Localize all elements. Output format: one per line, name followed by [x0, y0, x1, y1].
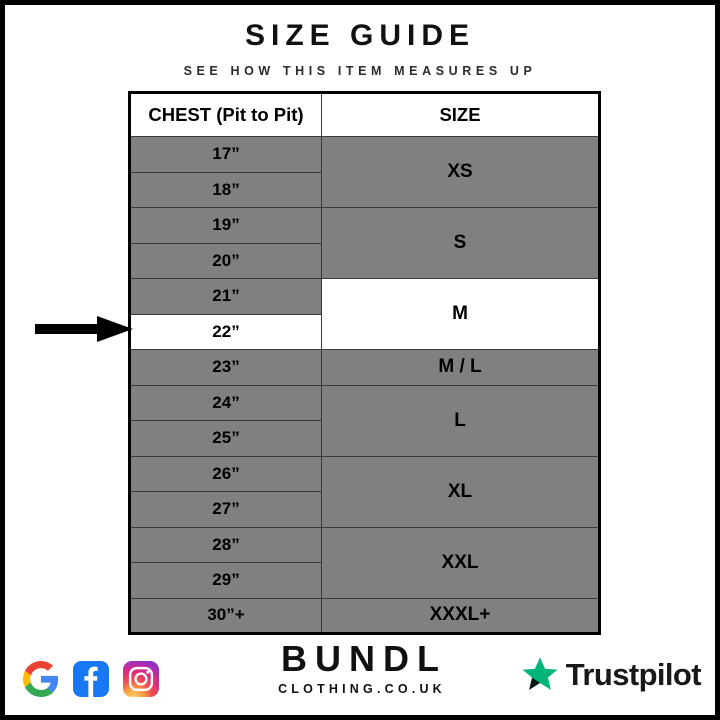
size-label-cell: S [321, 207, 600, 279]
header: SIZE GUIDE SEE HOW THIS ITEM MEASURES UP [5, 5, 715, 78]
chest-measurement-cell: 29” [129, 562, 322, 599]
instagram-icon[interactable] [123, 661, 159, 697]
chest-measurement-cell: 22” [129, 313, 322, 350]
size-table-wrapper: CHEST (Pit to Pit) SIZE 17” XS 18” 19” S 20” 2… [128, 91, 601, 635]
trustpilot-star-icon [521, 655, 559, 693]
chest-measurement-cell: 25” [129, 420, 322, 457]
table-row: 26” XL [129, 455, 600, 528]
right-arrow-icon [35, 316, 133, 342]
chest-measurement-cell: 17” [129, 136, 322, 173]
brand-subtitle: CLOTHING.CO.UK [278, 682, 446, 696]
chest-measurement-cell: 28” [129, 526, 322, 563]
table-row: 24” L [129, 384, 600, 457]
facebook-icon[interactable] [73, 661, 109, 697]
size-table: CHEST (Pit to Pit) SIZE 17” XS 18” 19” S 20” 2… [128, 91, 601, 635]
chest-measurement-cell: 21” [129, 278, 322, 315]
table-row: 25” [129, 420, 600, 457]
table-row: 20” [129, 242, 600, 279]
table-row: 23” M / L [129, 349, 600, 386]
chest-measurement-cell: 23” [129, 349, 322, 386]
table-row: 19” S [129, 207, 600, 279]
table-row: 30”+ XXXL+ [129, 597, 600, 634]
size-label-cell: XXL [321, 526, 600, 599]
trustpilot-label: Trustpilot [565, 656, 702, 692]
size-table-head: CHEST (Pit to Pit) SIZE [129, 92, 600, 137]
table-row: 29” [129, 562, 600, 599]
chest-measurement-cell: 27” [129, 491, 322, 528]
chest-measurement-cell: 20” [129, 242, 322, 279]
chest-measurement-cell: 30”+ [129, 597, 322, 634]
size-label-cell: XXXL+ [321, 597, 600, 634]
brand-logo: BUNDL CLOTHING.CO.UK [5, 638, 715, 697]
social-links [23, 661, 159, 697]
size-label-cell: L [321, 384, 600, 457]
size-label-cell: XL [321, 455, 600, 528]
brand-name: BUNDL [281, 638, 447, 679]
size-label-cell: M / L [321, 349, 600, 386]
size-label-cell: M [321, 278, 600, 350]
chest-measurement-cell: 19” [129, 207, 322, 244]
table-row: 18” [129, 171, 600, 208]
page-title: SIZE GUIDE [244, 19, 476, 52]
table-header-row: CHEST (Pit to Pit) SIZE [129, 92, 600, 137]
size-label-cell: XS [321, 136, 600, 208]
table-row: 27” [129, 491, 600, 528]
trustpilot-logo[interactable]: Trustpilot [521, 655, 702, 693]
google-icon[interactable] [23, 661, 59, 697]
chest-measurement-cell: 26” [129, 455, 322, 492]
footer: BUNDL CLOTHING.CO.UK Trustpilot [5, 627, 715, 715]
table-row: 28” XXL [129, 526, 600, 599]
chest-measurement-cell: 24” [129, 384, 322, 421]
size-table-body: 17” XS 18” 19” S 20” 21” M 22” 23” M / L 24” L 25” 26”… [129, 136, 600, 634]
column-header-chest: CHEST (Pit to Pit) [129, 92, 322, 137]
chest-measurement-cell: 18” [129, 171, 322, 208]
table-row: 21” M [129, 278, 600, 350]
page-subtitle: SEE HOW THIS ITEM MEASURES UP [183, 64, 537, 78]
column-header-size: SIZE [321, 92, 600, 137]
table-row: 17” XS [129, 136, 600, 208]
